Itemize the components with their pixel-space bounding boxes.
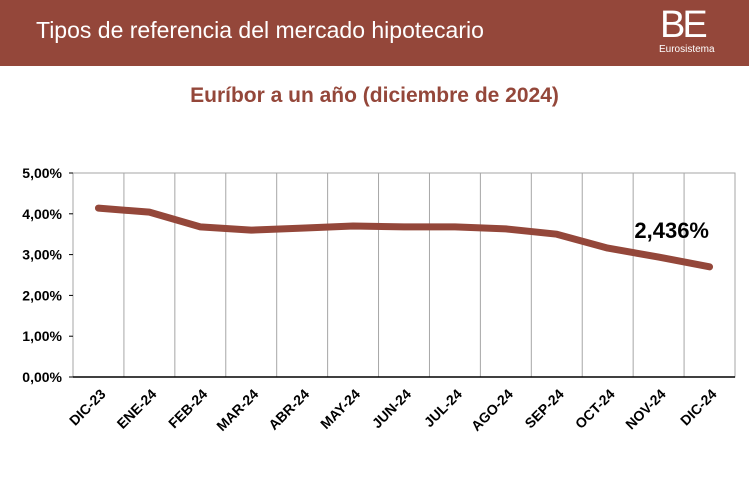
- logo: BE: [660, 4, 708, 46]
- y-tick-label: 1,00%: [22, 328, 62, 344]
- x-tick-label: JUN-24: [369, 386, 415, 432]
- y-tick-label: 3,00%: [22, 247, 62, 263]
- x-tick-label: FEB-24: [165, 386, 211, 432]
- x-tick-label: SEP-24: [521, 386, 567, 432]
- x-tick-label: DIC-24: [677, 386, 720, 429]
- y-tick-label: 5,00%: [22, 165, 62, 181]
- last-value-annotation: 2,436%: [634, 218, 709, 243]
- x-tick-label: MAR-24: [213, 386, 261, 434]
- x-tick-label: AGO-24: [468, 386, 516, 434]
- y-tick-label: 0,00%: [22, 369, 62, 385]
- y-tick-label: 4,00%: [22, 206, 62, 222]
- y-tick-label: 2,00%: [22, 287, 62, 303]
- x-tick-label: ENE-24: [114, 386, 160, 432]
- x-tick-label: MAY-24: [317, 386, 363, 432]
- header-title: Tipos de referencia del mercado hipoteca…: [36, 17, 484, 43]
- chart-title: Euríbor a un año (diciembre de 2024): [190, 84, 559, 107]
- logo-subtitle: Eurosistema: [659, 44, 715, 55]
- x-tick-label: JUL-24: [421, 386, 465, 430]
- x-tick-label: OCT-24: [572, 386, 618, 432]
- plot-border: [72, 172, 736, 378]
- x-tick-label: NOV-24: [622, 386, 669, 433]
- x-tick-label: ABR-24: [265, 386, 312, 433]
- header-bar: Tipos de referencia del mercado hipoteca…: [0, 0, 749, 66]
- x-tick-label: DIC-23: [66, 386, 109, 429]
- euribor-line: [94, 204, 714, 271]
